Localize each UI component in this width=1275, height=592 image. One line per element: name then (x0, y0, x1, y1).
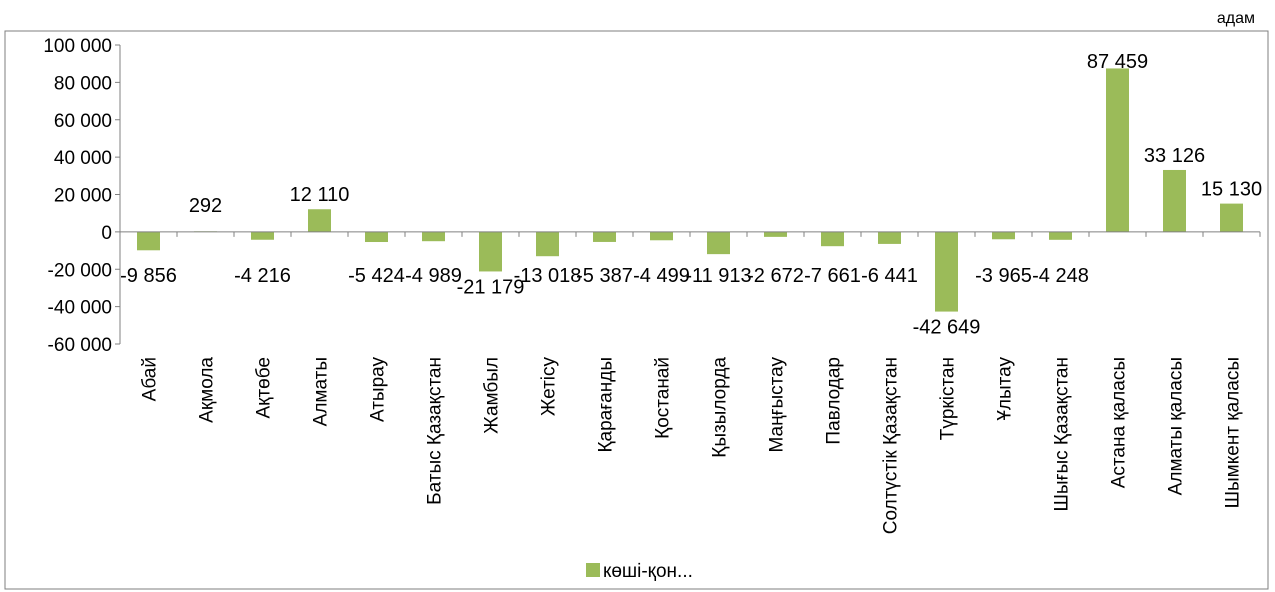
bar (137, 231, 160, 251)
bar (1106, 68, 1129, 232)
data-labels-group: -9 856 292 -4 216 12 110 -5 424 -4 989-21 179… (120, 51, 1262, 339)
data-label: 87 459 (1087, 51, 1148, 73)
x-category-label: Астана қаласы (1109, 357, 1130, 488)
x-category-label: Шымкент қаласы (1223, 357, 1244, 508)
bar (650, 231, 673, 241)
y-tick-label: 80 000 (54, 73, 112, 94)
bar (878, 231, 901, 244)
data-label: 15 130 (1201, 179, 1262, 201)
bar (992, 231, 1015, 240)
data-label: -13 018 (514, 265, 582, 287)
bars-group (137, 68, 1243, 312)
x-category-label: Атырау (368, 357, 389, 423)
unit-label: адам (1217, 10, 1255, 27)
data-label: -11 913 (685, 265, 751, 287)
x-category-label: Қарағанды (596, 357, 617, 453)
y-axis: 100 000 80 000 60 000 40 000 20 000 0 -20 000 -… (43, 36, 121, 356)
bar (593, 231, 616, 242)
x-category-label: Алматы қаласы (1166, 357, 1187, 495)
x-category-label: Алматы (311, 357, 332, 426)
data-label: -6 441 (861, 265, 918, 287)
bar (308, 209, 331, 232)
data-label: -4 499 (633, 265, 690, 287)
data-label: 292 (189, 195, 222, 217)
data-label: 33 126 (1144, 145, 1205, 167)
bar (935, 231, 958, 312)
bar (479, 231, 502, 272)
y-tick-label: 100 000 (43, 36, 112, 57)
x-category-label: Қызылорда (710, 357, 731, 458)
x-category-label: Қостанай (653, 357, 674, 439)
y-tick-label: -60 000 (48, 335, 112, 356)
bar (1049, 231, 1072, 240)
data-label: -4 248 (1032, 265, 1089, 287)
chart-area-border (4, 30, 1269, 590)
data-label: -4 989 (405, 265, 462, 287)
x-category-label: Түркістан (938, 357, 959, 440)
data-label: -4 216 (234, 265, 291, 287)
bar (707, 231, 730, 255)
x-category-label: Ақтөбе (254, 357, 275, 419)
x-category-label: Жамбыл (482, 357, 503, 434)
bar (251, 231, 274, 240)
legend-series-name: көші-қон... (603, 561, 693, 582)
y-tick-label: -20 000 (48, 260, 112, 281)
x-axis: Абай Ақмола Ақтөбе Алматы Атырау Батыс Қазақс… (119, 231, 1261, 534)
x-category-label: Абай (140, 357, 161, 401)
y-tick-label: 40 000 (54, 148, 112, 169)
data-label: 12 110 (290, 184, 350, 206)
bar (764, 231, 787, 237)
y-tick-label: -40 000 (48, 298, 112, 319)
y-tick-label: 0 (101, 223, 112, 244)
bar (821, 231, 844, 247)
x-category-label: Маңғыстау (767, 357, 788, 453)
x-category-label: Солтүстік Қазақстан (881, 357, 902, 534)
x-category-label: Ұлытау (995, 357, 1016, 421)
data-label: -2 672 (747, 265, 804, 287)
bar (365, 231, 388, 243)
data-label: -3 965 (975, 265, 1032, 287)
bar (1220, 203, 1243, 232)
x-category-label: Ақмола (197, 357, 218, 423)
data-label: -21 179 (457, 276, 525, 298)
data-label: -7 661 (804, 265, 861, 287)
x-category-label: Шығыс Қазақстан (1052, 357, 1073, 512)
data-label: -5 387 (576, 265, 633, 287)
bar (422, 231, 445, 242)
legend-swatch (586, 563, 600, 577)
bar (536, 231, 559, 257)
legend: көші-қон... (586, 561, 693, 582)
x-category-label: Батыс Қазақстан (425, 357, 446, 505)
x-category-label: Павлодар (824, 357, 845, 445)
data-label: -42 649 (913, 317, 981, 339)
data-label: -9 856 (120, 265, 177, 287)
y-tick-label: 20 000 (54, 186, 112, 207)
y-tick-label: 60 000 (54, 111, 112, 132)
x-category-label: Жетісу (539, 357, 560, 417)
data-label: -5 424 (348, 265, 405, 287)
bar (1163, 169, 1186, 232)
